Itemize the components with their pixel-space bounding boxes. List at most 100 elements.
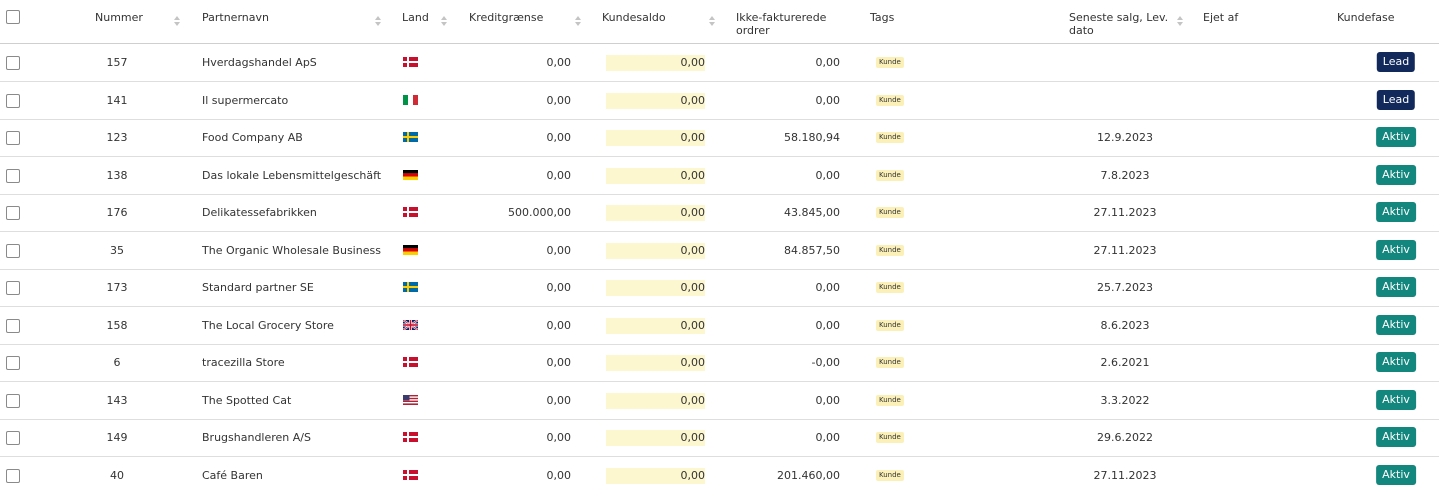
- customer-balance: 0,00: [606, 317, 705, 334]
- uninvoiced-orders: 0,00: [815, 56, 841, 69]
- partner-name[interactable]: The Spotted Cat: [202, 393, 292, 407]
- customer-phase-badge: Aktiv: [1376, 164, 1416, 185]
- partner-name[interactable]: Standard partner SE: [202, 281, 314, 294]
- tag-badge: Kunde: [876, 469, 904, 481]
- partner-name[interactable]: Il supermercato: [202, 93, 289, 107]
- tag-badge: Kunde: [876, 357, 904, 368]
- column-header[interactable]: Kreditgrænse: [469, 11, 544, 24]
- customer-balance: 0,00: [606, 55, 705, 71]
- credit-limit: 0,00: [546, 131, 572, 144]
- customer-phase-badge: Aktiv: [1376, 202, 1416, 222]
- sort-icon[interactable]: [441, 15, 447, 27]
- customer-phase-badge: Lead: [1376, 52, 1416, 72]
- row-checkbox[interactable]: [6, 393, 20, 408]
- table-row[interactable]: 6 tracezilla Store 0,00 0,00 -0,00 Kunde 2.6.2…: [0, 344, 1439, 382]
- row-checkbox[interactable]: [6, 468, 20, 483]
- customer-number: 141: [106, 93, 128, 107]
- row-checkbox[interactable]: [6, 56, 20, 70]
- row-checkbox[interactable]: [6, 93, 20, 108]
- last-sale-date: 7.8.2023: [1100, 168, 1150, 182]
- partner-name[interactable]: tracezilla Store: [202, 356, 285, 369]
- partner-name[interactable]: Food Company AB: [202, 131, 303, 144]
- last-sale-date: 2.6.2021: [1100, 356, 1150, 369]
- column-header[interactable]: Seneste salg, Lev. dato: [1069, 11, 1169, 37]
- sort-icon[interactable]: [1177, 15, 1183, 27]
- partner-name[interactable]: The Local Grocery Store: [202, 318, 334, 332]
- partner-name[interactable]: The Organic Wholesale Business: [202, 243, 381, 257]
- sort-icon[interactable]: [709, 15, 715, 27]
- partner-name[interactable]: Café Baren: [202, 468, 263, 482]
- row-checkbox[interactable]: [6, 318, 20, 333]
- customer-number: 40: [110, 468, 124, 482]
- column-header[interactable]: Land: [402, 11, 429, 24]
- table-row[interactable]: 173 Standard partner SE 0,00 0,00 0,00 Kunde 2…: [0, 269, 1439, 307]
- flag-de: [403, 169, 418, 180]
- table-row[interactable]: 176 Delikatessefabrikken 500.000,00 0,00 43.…: [0, 194, 1439, 232]
- partner-name[interactable]: Das lokale Lebensmittelgeschäft: [202, 168, 382, 182]
- partner-name[interactable]: Hverdagshandel ApS: [202, 56, 317, 69]
- customer-phase-badge: Aktiv: [1376, 427, 1416, 447]
- last-sale-date: 29.6.2022: [1097, 431, 1153, 444]
- table-row[interactable]: 149 Brugshandleren A/S 0,00 0,00 0,00 Kunde 29…: [0, 419, 1439, 457]
- table-row[interactable]: 138 Das lokale Lebensmittelgeschäft 0,00 0,…: [0, 157, 1439, 195]
- table-row[interactable]: 157 Hverdagshandel ApS 0,00 0,00 0,00 Kunde Le…: [0, 44, 1439, 82]
- table-row[interactable]: 143 The Spotted Cat 0,00 0,00 0,00 Kunde 3.3.2…: [0, 382, 1439, 420]
- table-row[interactable]: 141 Il supermercato 0,00 0,00 0,00 Kunde Lead: [0, 82, 1439, 120]
- customer-balance: 0,00: [606, 242, 705, 259]
- column-header[interactable]: Tags: [870, 11, 895, 24]
- flag-gb: [403, 319, 418, 330]
- flag-us: [403, 394, 418, 405]
- sort-icon[interactable]: [174, 15, 180, 27]
- column-header[interactable]: Partnernavn: [202, 11, 269, 24]
- uninvoiced-orders: 0,00: [815, 281, 841, 294]
- table-row[interactable]: 123 Food Company AB 0,00 0,00 58.180,94 Kunde…: [0, 119, 1439, 157]
- credit-limit: 0,00: [546, 281, 572, 294]
- select-all-checkbox[interactable]: [6, 10, 20, 24]
- credit-limit: 0,00: [546, 393, 572, 407]
- last-sale-date: 12.9.2023: [1097, 131, 1153, 144]
- row-checkbox[interactable]: [6, 243, 20, 258]
- credit-limit: 0,00: [546, 243, 572, 257]
- column-header[interactable]: Ikke-fakturerede ordrer: [736, 11, 827, 37]
- customer-phase-badge: Aktiv: [1376, 314, 1416, 335]
- flag-se: [403, 132, 418, 142]
- column-header[interactable]: Kundesaldo: [602, 11, 666, 24]
- credit-limit: 0,00: [546, 318, 572, 332]
- table-header: Nummer Partnernavn Land Kreditgrænse Kundesa…: [0, 0, 1439, 44]
- last-sale-date: 25.7.2023: [1097, 281, 1153, 294]
- credit-limit: 0,00: [546, 356, 572, 369]
- row-checkbox[interactable]: [6, 131, 20, 145]
- row-checkbox[interactable]: [6, 431, 20, 445]
- customer-phase-badge: Aktiv: [1376, 389, 1416, 410]
- row-checkbox[interactable]: [6, 281, 20, 295]
- column-header[interactable]: Ejet af: [1203, 11, 1239, 24]
- table-row[interactable]: 40 Café Baren 0,00 0,00 201.460,00 Kunde 27.11…: [0, 457, 1439, 493]
- customer-number: 35: [110, 243, 124, 257]
- flag-dk: [403, 469, 418, 480]
- row-checkbox[interactable]: [6, 356, 20, 370]
- last-sale-date: 3.3.2022: [1100, 393, 1150, 407]
- partner-name[interactable]: Delikatessefabrikken: [202, 206, 317, 219]
- flag-dk: [403, 432, 418, 442]
- customer-number: 138: [106, 168, 128, 182]
- column-header[interactable]: Nummer: [95, 11, 143, 24]
- tag-badge: Kunde: [876, 169, 904, 181]
- row-checkbox[interactable]: [6, 206, 20, 220]
- partner-name[interactable]: Brugshandleren A/S: [202, 431, 311, 444]
- column-header[interactable]: Kundefase: [1337, 11, 1395, 24]
- credit-limit: 0,00: [546, 93, 572, 107]
- table-row[interactable]: 35 The Organic Wholesale Business 0,00 0,00…: [0, 232, 1439, 270]
- customer-balance: 0,00: [606, 167, 705, 184]
- flag-de: [403, 244, 418, 255]
- tag-badge: Kunde: [876, 57, 904, 68]
- table-row[interactable]: 158 The Local Grocery Store 0,00 0,00 0,00 Ku…: [0, 307, 1439, 345]
- customer-number: 173: [106, 281, 128, 294]
- customer-number: 143: [106, 393, 128, 407]
- sort-icon[interactable]: [375, 15, 381, 27]
- customer-balance: 0,00: [606, 467, 705, 484]
- row-checkbox[interactable]: [6, 168, 20, 183]
- credit-limit: 0,00: [546, 468, 572, 482]
- tag-badge: Kunde: [876, 207, 904, 218]
- sort-icon[interactable]: [575, 15, 581, 27]
- credit-limit: 500.000,00: [508, 206, 571, 219]
